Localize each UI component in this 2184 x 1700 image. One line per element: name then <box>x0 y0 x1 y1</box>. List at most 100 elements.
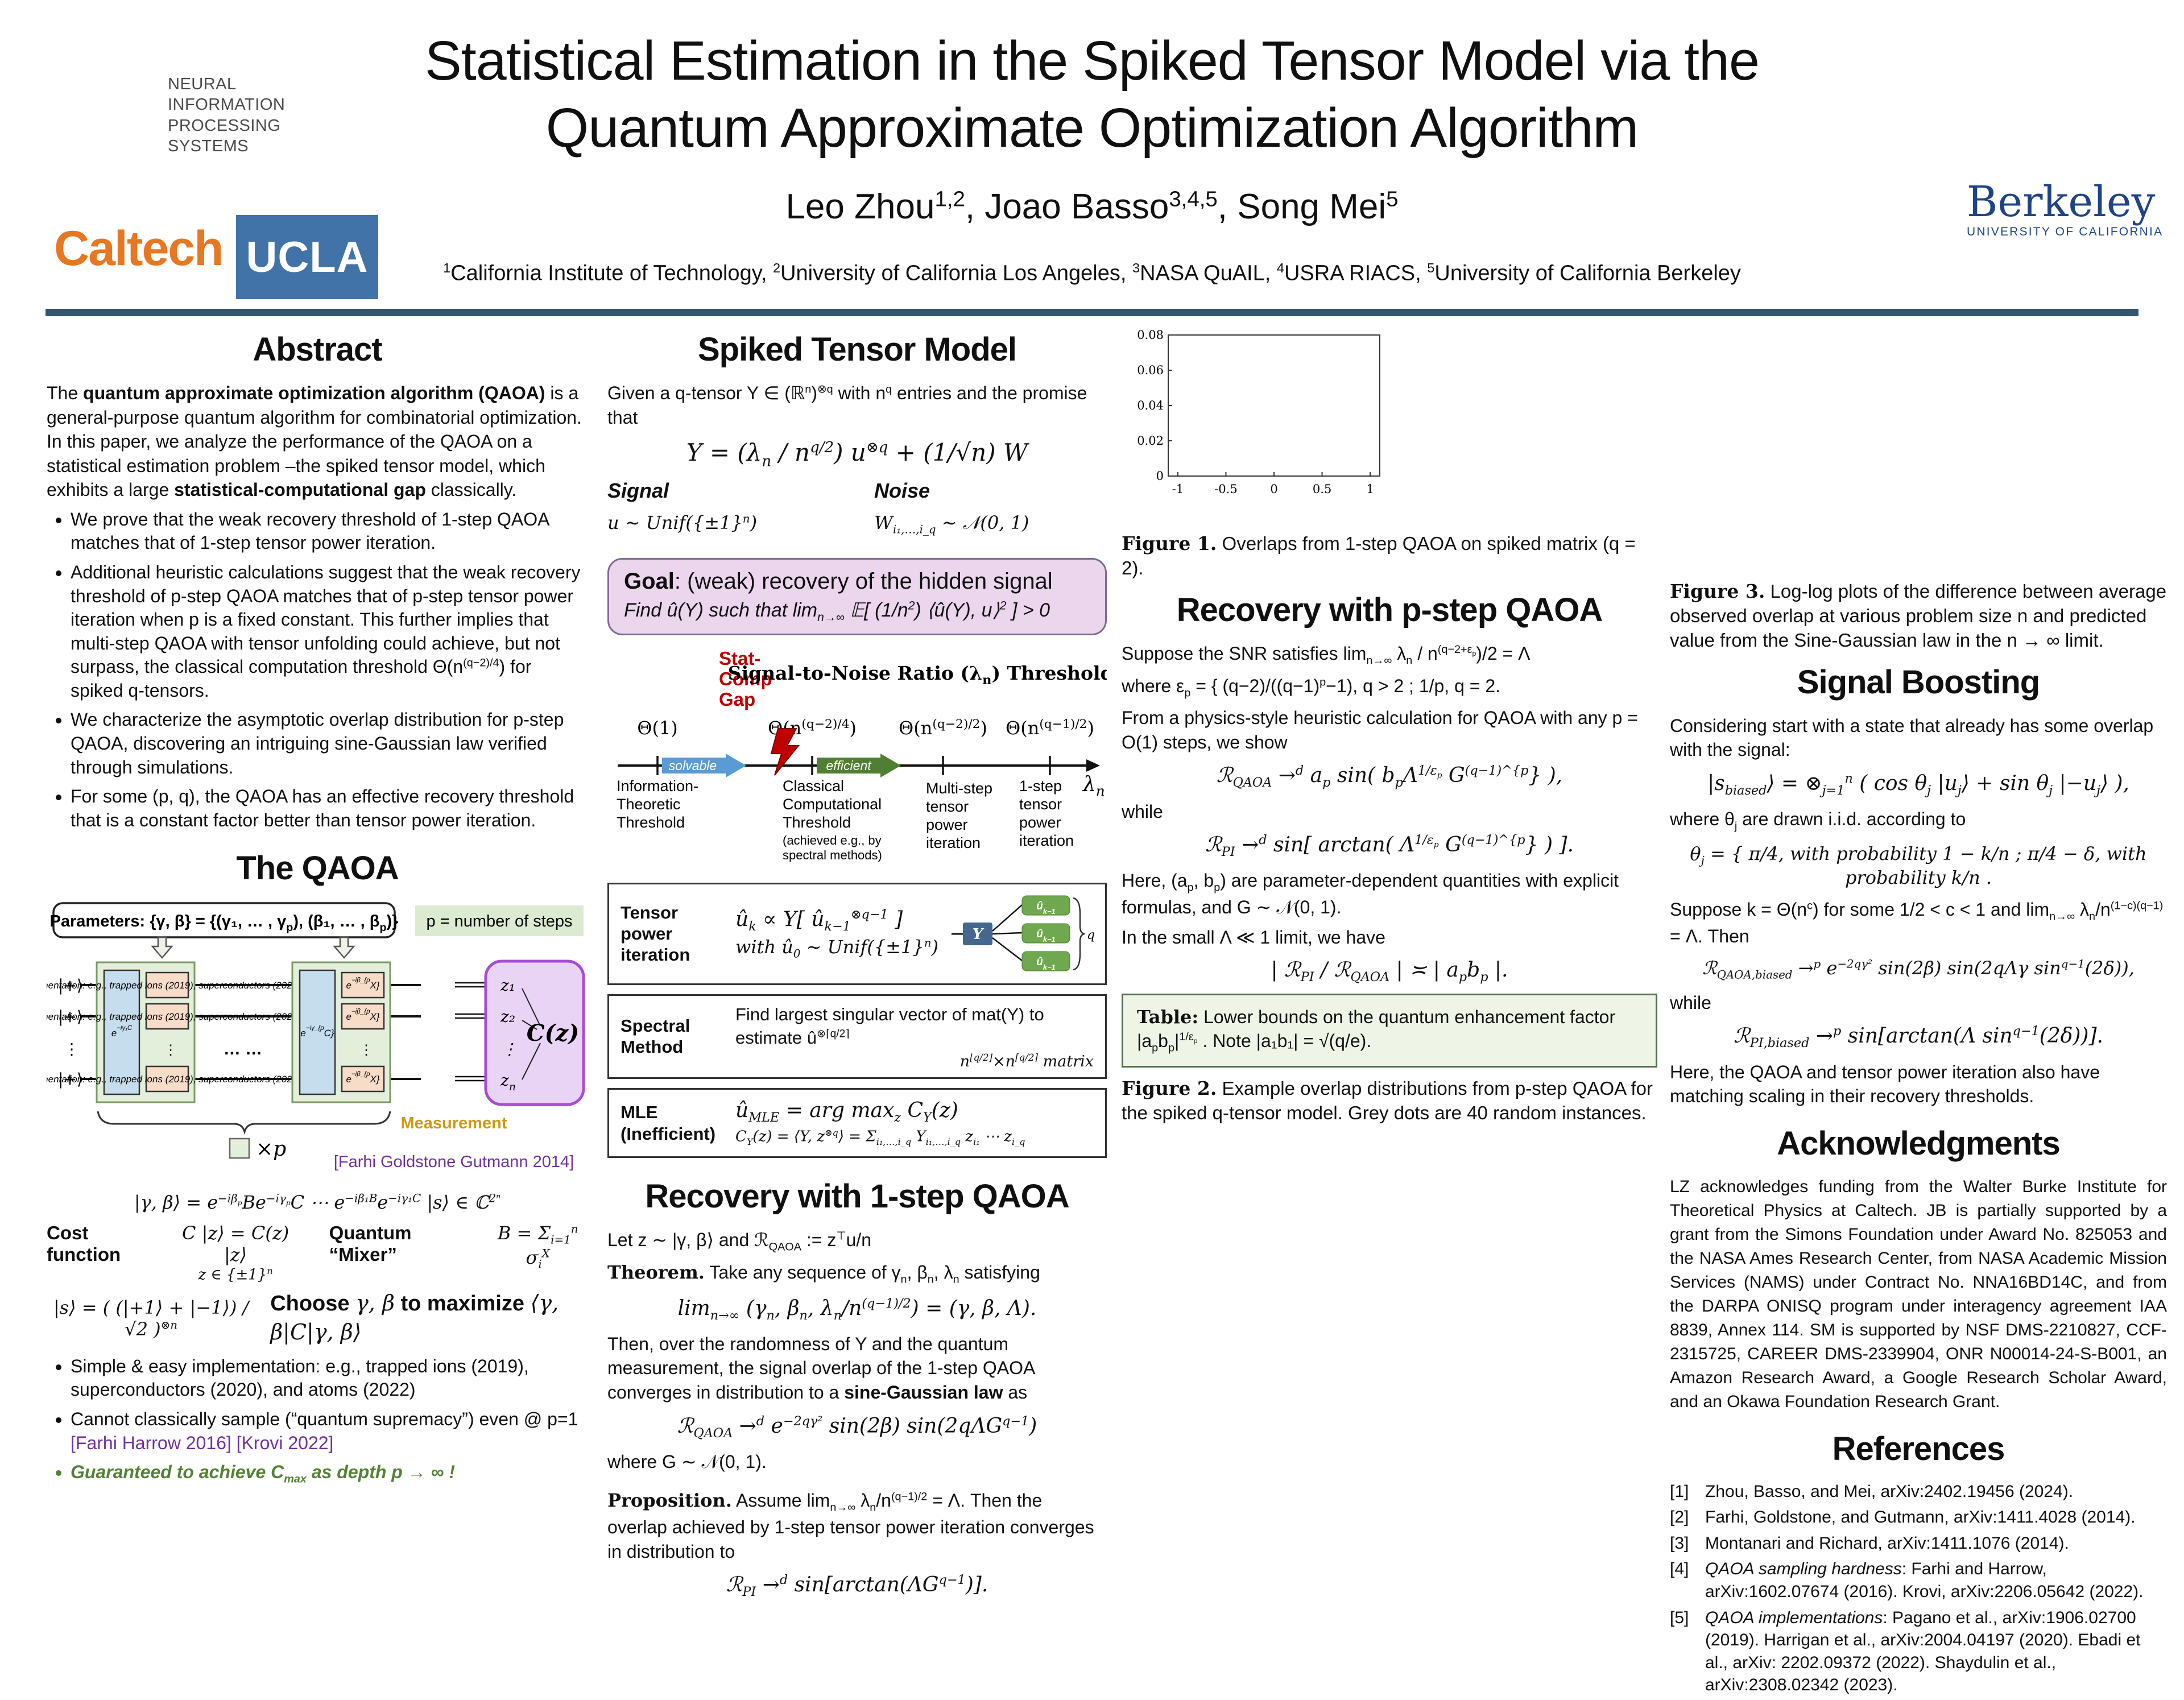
mle-cost: CY(z) = ⟨Y, z⊗q⟩ = Σi₁,…,i_q Yi₁,…,i_q z… <box>735 1127 1025 1148</box>
column-model: Spiked Tensor Model Given a q-tensor Y ∈… <box>607 327 1124 1608</box>
svg-text:0.08: 0.08 <box>1137 328 1164 342</box>
svg-text:e−iβ_{pX}: e−iβ_{pX} <box>346 977 379 991</box>
affiliations: 1California Institute of Technology, 2Un… <box>443 260 1741 286</box>
boost-while: while <box>1670 992 1711 1013</box>
column-pstep: 0 0.02 0.04 0.06 0.08 -1 -0.5 0 0.5 1 Figure 1. O… <box>1122 327 1657 1136</box>
cost-equation: C |z⟩ = C(z) |z⟩ <box>181 1222 289 1266</box>
boost-suppose: Suppose k = Θ(nc) for some 1/2 < c < 1 a… <box>1670 899 2164 946</box>
brace <box>97 1111 391 1135</box>
figure2-caption: Figure 2. Example overlap distributions … <box>1122 1077 1653 1124</box>
boost-intro: Considering start with a state that alre… <box>1670 715 2154 760</box>
reference-item: [1] Zhou, Basso, and Mei, arXiv:2402.1945… <box>1670 1482 2074 1501</box>
figure1: 0 0.02 0.04 0.06 0.08 -1 -0.5 0 0.5 1 <box>1122 327 1657 527</box>
svg-text:-0.5: -0.5 <box>1214 482 1238 496</box>
svg-text:Θ(n(q−2)/2): Θ(n(q−2)/2) <box>899 717 987 739</box>
recovery1-where: where G ∼ 𝒩(0, 1). <box>607 1451 767 1472</box>
goal-line: Goal: (weak) recovery of the hidden sign… <box>624 568 1053 594</box>
svg-text:1-step: 1-step <box>1019 777 1062 795</box>
pstep-small-lambda: In the small Λ ≪ 1 limit, we have <box>1122 926 1385 948</box>
ucla-logo-text: UCLA <box>246 233 369 282</box>
signal-noise-row: Signal u ∼ Unif({±1}n) Noise Wi₁,…,i_q ∼… <box>607 479 1107 545</box>
qaoa-bullet-green: Guaranteed to achieve Cmax as depth p → … <box>71 1461 588 1487</box>
spectral-note: n⌊q/2⌋×n⌈q/2⌉ matrix <box>959 1052 1094 1071</box>
recovery1-proposition: Proposition. Assume limn→∞ λn/n(q−1)/2 =… <box>607 1490 1094 1562</box>
qaoa-layer-1: e−iγ₁C Simple & easy implementation: e.g… <box>0 961 382 1103</box>
axis-arrow <box>1086 759 1100 772</box>
axis-ticks <box>656 755 1051 775</box>
nasa-logo <box>1871 164 1956 243</box>
biased-state-equation: |sbiased⟩ = ⊗j=1n ( cos θj |uj⟩ + sin θj… <box>1707 771 2129 798</box>
svg-text:iteration: iteration <box>1019 832 1074 849</box>
svg-text:e−iβ_{pX}: e−iβ_{pX} <box>346 1071 379 1085</box>
abstract-bullet: We characterize the asymptotic overlap d… <box>71 708 588 779</box>
ack-title: Acknowledgments <box>1777 1124 2060 1162</box>
berkeley-subtext: UNIVERSITY OF CALIFORNIA <box>1967 225 2164 238</box>
svg-text:Theoretic: Theoretic <box>617 796 681 813</box>
svg-text:e−iβ_{pX}: e−iβ_{pX} <box>346 1008 379 1022</box>
psteps-label: p = number of steps <box>426 912 572 930</box>
mle-equation: ûMLE = arg maxz CY(z) <box>735 1099 958 1126</box>
figure1-caption: Figure 1. Overlaps from 1-step QAOA on s… <box>1122 532 1636 578</box>
caltech-logo: Caltech <box>54 221 224 276</box>
ack-text: LZ acknowledges funding from the Walter … <box>1670 1177 2167 1411</box>
refs-title: References <box>1832 1430 2005 1467</box>
times-p-label: ×p <box>256 1138 286 1161</box>
reference-item: [5] QAOA implementations: Pagano et al., … <box>1670 1608 2141 1695</box>
qaoa-state-equation: |γ, β⟩ = e−iβpBe−iγpC ⋯ e−iβ₁Be−iγ₁C |s⟩… <box>134 1192 501 1214</box>
goal-find: Find û(Y) such that limn→∞ 𝔼[ (1/n2) ⟨û(… <box>624 599 1050 624</box>
svg-text:ûk−1: ûk−1 <box>1036 900 1056 916</box>
title-line1: Statistical Estimation in the Spiked Ten… <box>425 30 1760 92</box>
svg-text:power: power <box>1019 814 1061 831</box>
pstep-eps: where εp = { (q−2)/((q−1)p−1), q > 2 ; 1… <box>1122 675 1501 699</box>
svg-text:tensor: tensor <box>926 798 969 815</box>
svg-text:z₂: z₂ <box>500 1007 515 1026</box>
svg-text:-1: -1 <box>1172 482 1184 496</box>
cost-function-label: Cost function <box>47 1222 121 1265</box>
svg-text:zn: zn <box>500 1071 516 1093</box>
citation: [Farhi Harrow 2016] [Krovi 2022] <box>71 1432 334 1453</box>
recoveryp-title: Recovery with p-step QAOA <box>1176 591 1603 628</box>
signal-label: Signal <box>607 479 669 503</box>
ratio-equation: | ℛPI / ℛQAOA | ≍ | apbp |. <box>1271 958 1508 985</box>
title-line2: Quantum Approximate Optimization Algorit… <box>545 97 1639 159</box>
lightning-icon <box>770 727 800 776</box>
svg-text:z₁: z₁ <box>500 976 515 995</box>
recovery1-let: Let z ∼ |γ, β⟩ and ℛQAOA := z⊤u/n <box>607 1230 872 1254</box>
neurips-line1: NEURAL INFORMATION <box>168 75 286 114</box>
reference-item: [4] QAOA sampling hardness: Farhi and Har… <box>1670 1560 2144 1602</box>
header-divider <box>46 309 2138 316</box>
power-iteration-equation: ℛPI →d sin[arctan(ΛGq−1)]. <box>726 1573 988 1600</box>
spectral-text: Find largest singular vector of mat(Y) t… <box>735 1004 1044 1048</box>
table-caption: Table: Lower bounds on the quantum enhan… <box>1137 1006 1616 1054</box>
spiked-title: Spiked Tensor Model <box>697 331 1017 368</box>
signal-equation: u ∼ Unif({±1}n) <box>607 512 758 534</box>
svg-text:Y: Y <box>973 926 985 943</box>
cost-output-label: C(z) <box>527 1020 579 1047</box>
pstep-pi-equation: ℛPI →d sin[ arctan( Λ1/εp G(q−1)^{p} ) ]… <box>1205 833 1574 860</box>
svg-text:ûk−1: ûk−1 <box>1036 956 1056 971</box>
spiked-intro: Given a q-tensor Y ∈ (ℝn)⊗q with nq entr… <box>607 383 1087 428</box>
enhancement-table-box: Table: Lower bounds on the quantum enhan… <box>1122 994 1657 1068</box>
cost-domain: z ∈ {±1}n <box>198 1265 273 1284</box>
reference-list: [1] Zhou, Basso, and Mei, arXiv:2402.1945… <box>1670 1480 2167 1697</box>
tensor-power-iteration-box: Tensor power iteration ûk ∝ Y[ ûk−1⊗q−1 ] … <box>607 882 1107 985</box>
figure1a-histogram: 0 0.02 0.04 0.06 0.08 -1 -0.5 0 0.5 1 <box>1137 328 1380 496</box>
figure3a-loglog <box>1670 327 1918 575</box>
mle-label: MLE (Inefficient) <box>621 1102 716 1144</box>
initial-state-equation: |s⟩ = ( (|+1⟩ + |−1⟩) / √2 )⊗n <box>53 1296 249 1340</box>
tpi-equation: ûk ∝ Y[ ûk−1⊗q−1 ] <box>735 907 903 934</box>
recovery1-then: Then, over the randomness of Y and the q… <box>607 1333 1035 1403</box>
svg-text:Multi-step: Multi-step <box>926 780 992 797</box>
svg-text:Threshold: Threshold <box>617 814 685 831</box>
psteps-box <box>415 905 584 937</box>
abstract-p1d: statistical-computational gap <box>174 479 426 501</box>
pstep-physics: From a physics-style heuristic calculati… <box>1122 708 1638 752</box>
pstep-snr: Suppose the SNR satisfies limn→∞ λn / n(… <box>1122 643 1531 667</box>
mle-box: MLE (Inefficient) ûMLE = arg maxz CY(z) C… <box>607 1088 1107 1159</box>
tpi-diagram: Y ûk−1 ûk−1 ûk−1 q−1 <box>952 895 1094 971</box>
qaoa-bullet: Cannot classically sample (“quantum supr… <box>71 1408 588 1455</box>
plot-frame <box>1168 334 1380 477</box>
column-abstract-qaoa: Abstract The quantum approximate optimiz… <box>0 327 588 1492</box>
